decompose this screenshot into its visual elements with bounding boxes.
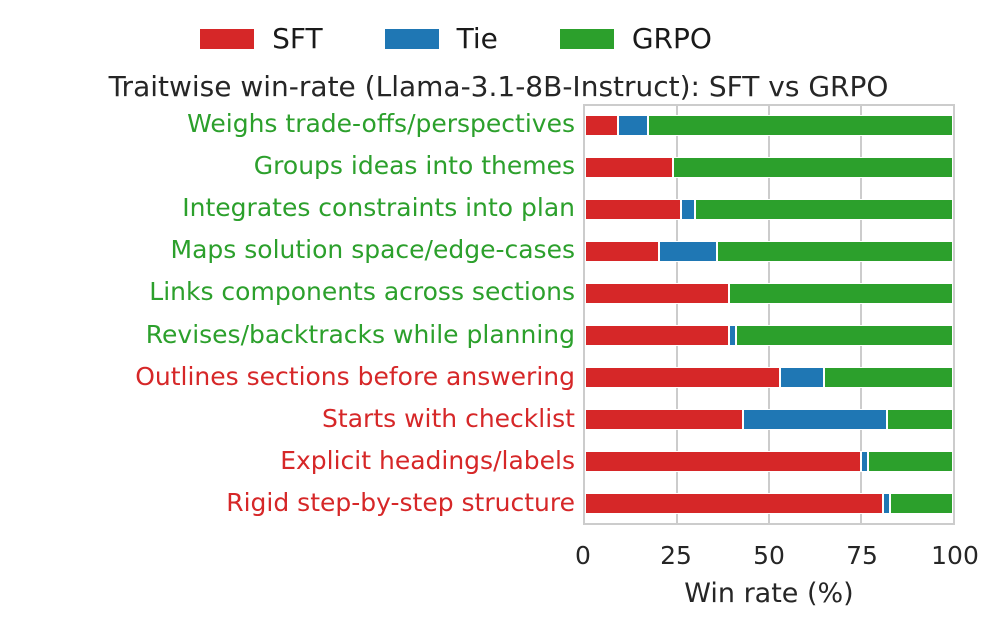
bar-row bbox=[585, 367, 953, 388]
bar-segment-tie bbox=[680, 199, 696, 220]
legend-item-sft: SFT bbox=[200, 24, 323, 54]
category-label: Weighs trade-offs/perspectives bbox=[187, 109, 575, 138]
gridline-25 bbox=[676, 106, 678, 523]
bar-segment-sft bbox=[585, 199, 681, 220]
x-tick-label-100: 100 bbox=[931, 541, 979, 570]
bar-segment-grpo bbox=[824, 367, 953, 388]
bar-row bbox=[585, 115, 953, 136]
legend-label-tie: Tie bbox=[456, 22, 498, 55]
x-tick-label-0: 0 bbox=[575, 541, 591, 570]
category-label: Starts with checklist bbox=[322, 404, 575, 433]
bar-row bbox=[585, 451, 953, 472]
bar-segment-grpo bbox=[673, 157, 953, 178]
bar-segment-grpo bbox=[695, 199, 953, 220]
bar-row bbox=[585, 493, 953, 514]
bar-segment-grpo bbox=[647, 115, 953, 136]
bar-segment-grpo bbox=[868, 451, 953, 472]
category-label: Rigid step-by-step structure bbox=[226, 488, 575, 517]
bar-segment-sft bbox=[585, 325, 729, 346]
category-label: Explicit headings/labels bbox=[280, 446, 575, 475]
x-axis-label: Win rate (%) bbox=[684, 578, 854, 609]
plot-area bbox=[583, 104, 955, 525]
category-label: Maps solution space/edge-cases bbox=[170, 235, 575, 264]
tie-color-swatch bbox=[384, 29, 439, 49]
category-label: Links components across sections bbox=[149, 277, 575, 306]
gridline-50 bbox=[768, 106, 770, 523]
bar-segment-sft bbox=[585, 283, 729, 304]
legend-label-grpo: GRPO bbox=[631, 22, 712, 55]
bar-segment-sft bbox=[585, 493, 884, 514]
bar-segment-tie bbox=[883, 493, 891, 514]
bar-segment-sft bbox=[585, 115, 619, 136]
grpo-color-swatch bbox=[559, 29, 614, 49]
bar-segment-tie bbox=[728, 325, 736, 346]
bar-row bbox=[585, 157, 953, 178]
category-label: Groups ideas into themes bbox=[253, 151, 575, 180]
legend-label-sft: SFT bbox=[272, 22, 323, 55]
category-label: Revises/backtracks while planning bbox=[145, 320, 575, 349]
bar-segment-sft bbox=[585, 409, 744, 430]
gridline-75 bbox=[860, 106, 862, 523]
sft-color-swatch bbox=[200, 29, 255, 49]
bar-segment-grpo bbox=[717, 241, 953, 262]
bar-segment-tie bbox=[780, 367, 825, 388]
bar-segment-grpo bbox=[728, 283, 953, 304]
bar-row bbox=[585, 409, 953, 430]
bar-segment-tie bbox=[618, 115, 648, 136]
bar-row bbox=[585, 241, 953, 262]
bar-segment-tie bbox=[743, 409, 887, 430]
bar-row bbox=[585, 283, 953, 304]
x-tick-label-75: 75 bbox=[846, 541, 878, 570]
category-label: Outlines sections before answering bbox=[135, 362, 575, 391]
x-tick-label-50: 50 bbox=[753, 541, 785, 570]
bar-segment-tie bbox=[861, 451, 869, 472]
legend: SFT Tie GRPO bbox=[0, 24, 912, 54]
bar-segment-sft bbox=[585, 367, 781, 388]
legend-item-grpo: GRPO bbox=[559, 22, 712, 55]
bar-row bbox=[585, 325, 953, 346]
bar-segment-grpo bbox=[735, 325, 953, 346]
bar-row bbox=[585, 199, 953, 220]
x-tick-label-25: 25 bbox=[660, 541, 692, 570]
legend-item-tie: Tie bbox=[384, 22, 498, 55]
chart-title: Traitwise win-rate (Llama-3.1-8B-Instruc… bbox=[108, 70, 889, 103]
bar-segment-tie bbox=[658, 241, 718, 262]
bar-segment-sft bbox=[585, 451, 861, 472]
bar-segment-sft bbox=[585, 241, 659, 262]
category-label: Integrates constraints into plan bbox=[182, 193, 575, 222]
bar-segment-grpo bbox=[886, 409, 953, 430]
bar-segment-sft bbox=[585, 157, 674, 178]
bar-segment-grpo bbox=[890, 493, 953, 514]
